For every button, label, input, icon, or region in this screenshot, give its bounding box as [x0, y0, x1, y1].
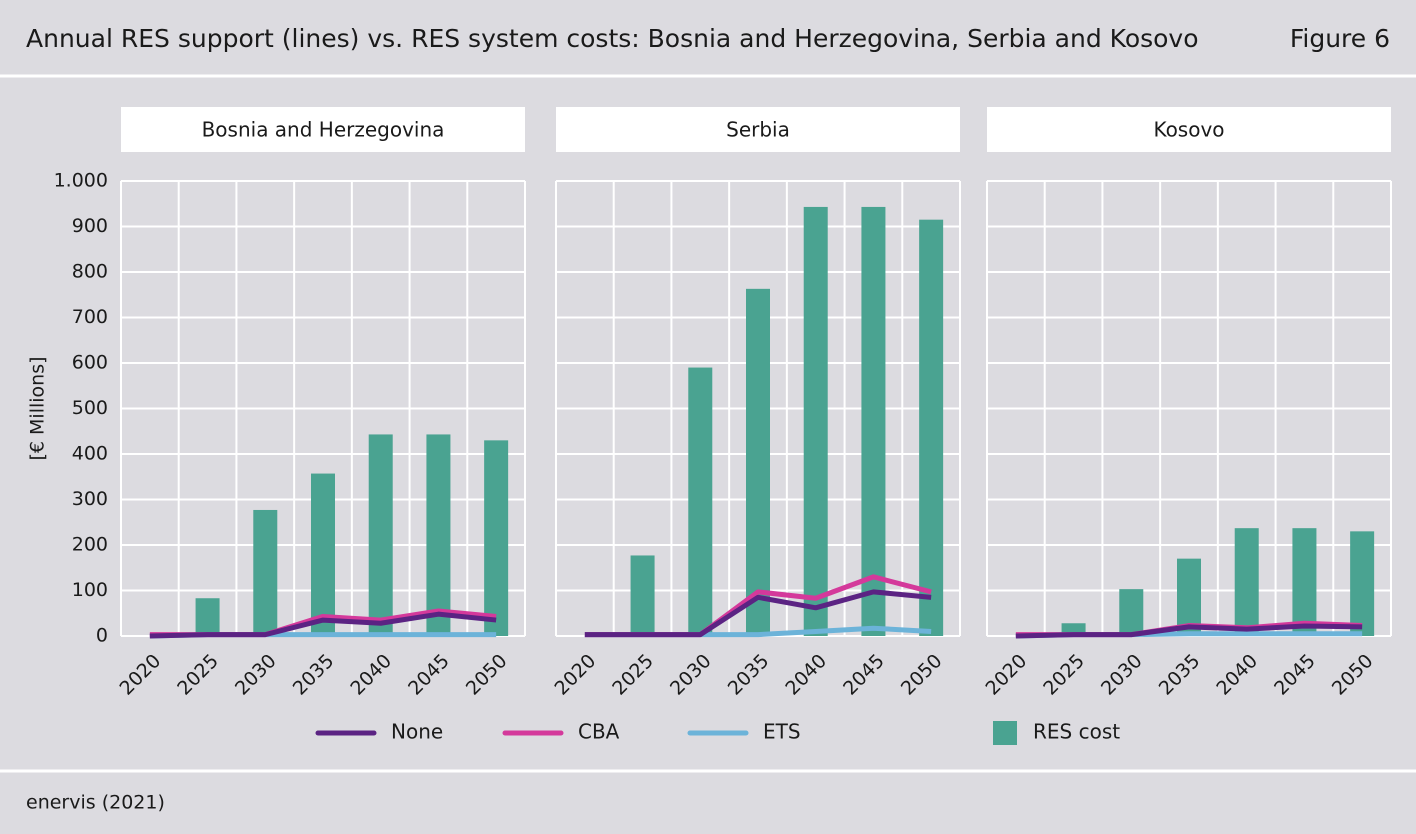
y-tick-label: 1.000 [54, 170, 108, 192]
x-tick-label: 2050 [1328, 650, 1378, 700]
bar [368, 434, 393, 636]
bar [1292, 528, 1317, 636]
panel-header [121, 107, 525, 152]
legend-label: CBA [578, 720, 620, 744]
source: enervis (2021) [26, 792, 165, 814]
legend-label: None [391, 720, 443, 744]
y-tick-label: 600 [72, 352, 108, 374]
y-tick-label: 0 [96, 625, 108, 647]
bar [484, 440, 509, 636]
bar [919, 219, 944, 637]
x-tick-label: 2030 [666, 650, 716, 700]
bar [426, 434, 451, 636]
y-tick-label: 300 [72, 488, 108, 510]
panel-title: Serbia [726, 118, 790, 142]
x-tick-label: 2030 [1097, 650, 1147, 700]
x-tick-label: 2050 [897, 650, 947, 700]
legend-swatch [993, 721, 1017, 745]
x-tick-label: 2035 [724, 650, 774, 700]
y-tick-label: 200 [72, 534, 108, 556]
bar [746, 288, 770, 636]
x-tick-label: 2035 [289, 650, 339, 700]
y-tick-label: 100 [72, 579, 108, 601]
bar [195, 598, 220, 636]
y-axis-label: [€ Millions] [27, 356, 49, 460]
x-tick-label: 2040 [346, 650, 396, 700]
page-title: Annual RES support (lines) vs. RES syste… [26, 24, 1199, 53]
y-tick-label: 500 [72, 397, 108, 419]
bar [1119, 589, 1144, 636]
x-tick-label: 2045 [1270, 650, 1320, 700]
y-tick-label: 900 [72, 215, 108, 237]
figure-label: Figure 6 [1290, 24, 1390, 53]
y-tick-label: 400 [72, 443, 108, 465]
x-tick-label: 2040 [1212, 650, 1262, 700]
panel-title: Kosovo [1153, 118, 1224, 142]
legend-label: RES cost [1033, 720, 1120, 744]
x-tick-label: 2020 [551, 650, 601, 700]
line [1015, 623, 1363, 639]
bar [311, 473, 335, 636]
y-tick-label: 700 [72, 306, 108, 328]
x-tick-label: 2040 [781, 650, 831, 700]
bar [1234, 528, 1259, 636]
x-tick-label: 2045 [839, 650, 889, 700]
line [149, 611, 497, 639]
bar [688, 367, 713, 636]
bar [861, 206, 886, 636]
x-tick-label: 2025 [608, 650, 658, 700]
x-tick-label: 2020 [982, 650, 1032, 700]
x-tick-label: 2025 [173, 650, 223, 700]
bar [253, 509, 278, 636]
y-tick-label: 800 [72, 261, 108, 283]
panel-header [556, 107, 960, 152]
x-tick-label: 2030 [231, 650, 281, 700]
bar [630, 555, 655, 636]
x-tick-label: 2050 [462, 650, 512, 700]
x-tick-label: 2020 [116, 650, 166, 700]
legend-label: ETS [763, 720, 801, 744]
x-tick-label: 2035 [1155, 650, 1205, 700]
line [584, 589, 932, 638]
panel-header [987, 107, 1391, 152]
bar [1350, 531, 1375, 636]
x-tick-label: 2045 [404, 650, 454, 700]
x-tick-label: 2025 [1039, 650, 1089, 700]
bar [803, 206, 828, 636]
panel-title: Bosnia and Herzegovina [202, 118, 445, 142]
